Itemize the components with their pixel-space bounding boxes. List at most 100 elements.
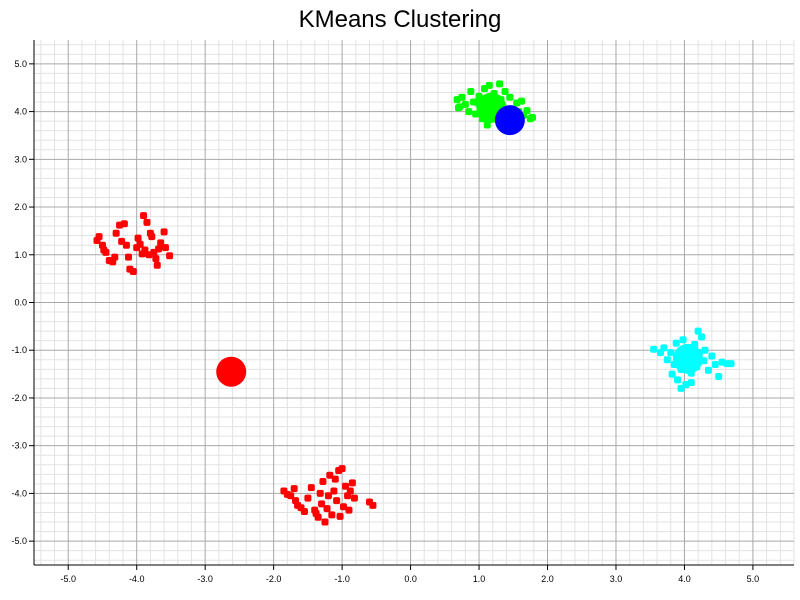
data-point xyxy=(153,261,161,269)
data-point xyxy=(134,234,142,242)
data-point xyxy=(323,505,331,513)
y-tick-label: 3.0 xyxy=(14,154,27,164)
data-point xyxy=(300,508,308,516)
data-point xyxy=(304,494,312,502)
data-point xyxy=(292,497,300,505)
data-point xyxy=(485,81,493,89)
data-point xyxy=(667,349,675,357)
data-point xyxy=(155,245,163,253)
x-tick-label: 5.0 xyxy=(747,574,760,584)
data-point xyxy=(350,494,358,502)
data-point xyxy=(506,93,514,101)
data-point xyxy=(704,366,712,374)
data-point xyxy=(330,487,338,495)
y-tick-label: 1.0 xyxy=(14,250,27,260)
y-tick-label: -2.0 xyxy=(11,393,27,403)
y-tick-label: 5.0 xyxy=(14,59,27,69)
data-point xyxy=(318,500,326,508)
data-point xyxy=(698,333,706,341)
data-point xyxy=(701,346,709,354)
data-point xyxy=(140,212,148,220)
chart-title: KMeans Clustering xyxy=(298,6,502,33)
data-point xyxy=(668,370,676,378)
y-tick-label: -1.0 xyxy=(11,345,27,355)
data-point xyxy=(331,475,339,483)
data-point xyxy=(120,220,128,228)
centroid-marker xyxy=(672,343,703,374)
x-tick-label: 4.0 xyxy=(678,574,691,584)
data-point xyxy=(672,339,680,347)
data-point xyxy=(129,267,137,275)
x-tick-label: 1.0 xyxy=(473,574,486,584)
data-point xyxy=(528,113,536,121)
data-point xyxy=(345,506,353,514)
y-tick-label: 4.0 xyxy=(14,107,27,117)
data-point xyxy=(663,356,671,364)
data-point xyxy=(307,484,315,492)
data-point xyxy=(316,489,324,497)
data-point xyxy=(727,360,735,368)
data-point xyxy=(465,108,473,116)
data-point xyxy=(715,372,723,380)
data-point xyxy=(326,471,334,479)
x-tick-label: 0.0 xyxy=(404,574,417,584)
data-point xyxy=(348,479,356,487)
data-point xyxy=(152,255,160,263)
data-point xyxy=(122,241,130,249)
data-point xyxy=(496,80,504,88)
data-point xyxy=(287,492,295,500)
x-tick-label: -1.0 xyxy=(334,574,350,584)
data-point xyxy=(694,327,702,335)
data-point xyxy=(93,236,101,244)
data-point xyxy=(100,246,108,254)
data-point xyxy=(517,97,525,105)
y-tick-label: -3.0 xyxy=(11,441,27,451)
x-tick-label: -2.0 xyxy=(266,574,282,584)
y-tick-label: 2.0 xyxy=(14,202,27,212)
data-point xyxy=(346,487,354,495)
data-point xyxy=(148,233,156,241)
data-point xyxy=(708,352,716,360)
data-point xyxy=(166,252,174,260)
y-tick-label: -5.0 xyxy=(11,536,27,546)
data-point xyxy=(650,345,658,353)
data-point xyxy=(157,239,165,247)
data-point xyxy=(458,93,466,101)
data-point xyxy=(324,492,332,500)
data-point xyxy=(336,512,344,520)
data-point xyxy=(456,103,464,111)
data-point xyxy=(467,88,475,96)
centroid-marker xyxy=(216,356,247,387)
data-point xyxy=(461,100,469,108)
data-point xyxy=(314,513,322,521)
data-point xyxy=(660,344,668,352)
data-point xyxy=(687,379,695,387)
x-tick-label: -5.0 xyxy=(60,574,76,584)
x-tick-label: 3.0 xyxy=(610,574,623,584)
y-tick-label: -4.0 xyxy=(11,488,27,498)
data-point xyxy=(161,244,169,252)
data-point xyxy=(112,229,120,237)
data-point xyxy=(523,107,531,115)
data-point xyxy=(333,497,341,505)
centroid-marker xyxy=(494,105,525,136)
data-point xyxy=(160,228,168,236)
y-tick-label: 0.0 xyxy=(14,298,27,308)
data-point xyxy=(321,518,329,526)
data-point xyxy=(109,258,117,266)
data-point xyxy=(501,88,509,96)
data-point xyxy=(369,501,377,509)
data-point xyxy=(339,503,347,511)
data-point xyxy=(711,361,719,369)
data-point xyxy=(679,336,687,344)
data-point xyxy=(124,253,132,261)
x-tick-label: -3.0 xyxy=(197,574,213,584)
data-point xyxy=(342,482,350,490)
data-point xyxy=(136,240,144,248)
data-point xyxy=(328,511,336,519)
x-tick-label: 2.0 xyxy=(541,574,554,584)
data-point xyxy=(674,376,682,384)
x-tick-label: -4.0 xyxy=(129,574,145,584)
data-point xyxy=(677,384,685,392)
